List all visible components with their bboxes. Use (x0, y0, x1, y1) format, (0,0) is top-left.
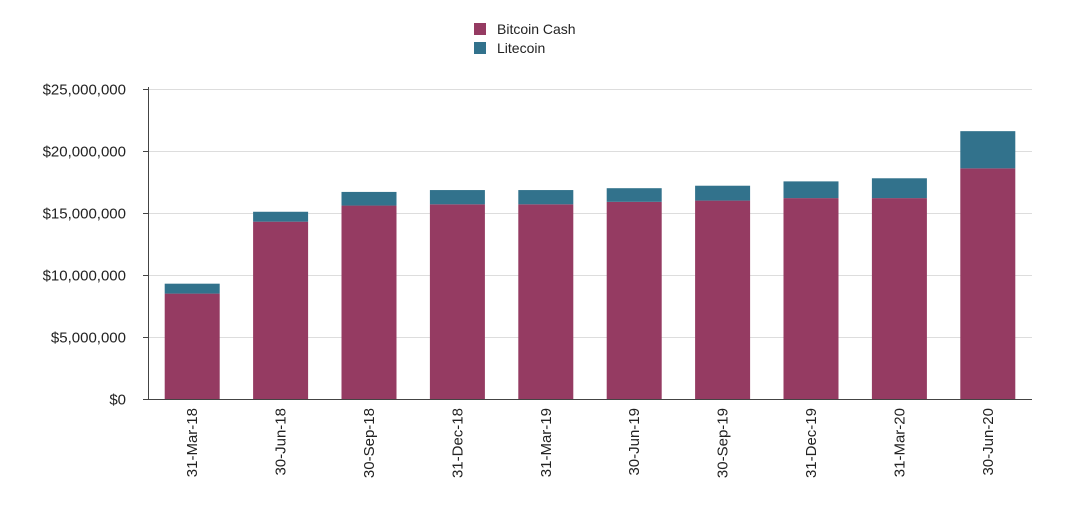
y-tick-label: $10,000,000 (43, 268, 126, 285)
bar-litecoin (341, 191, 397, 206)
y-tick-label: $25,000,000 (43, 82, 126, 99)
bar-litecoin (253, 211, 309, 222)
bar-bitcoin-cash (429, 204, 485, 399)
x-tick-label: 31-Mar-18 (184, 408, 201, 477)
bar-bitcoin-cash (960, 168, 1016, 399)
x-tick-label: 30-Jun-18 (273, 408, 290, 476)
x-tick-label: 30-Jun-19 (626, 408, 643, 476)
bars (164, 131, 1016, 399)
legend: Bitcoin Cash Litecoin (474, 21, 576, 56)
axes (143, 87, 1032, 400)
x-tick-label: 30-Sep-18 (361, 408, 378, 478)
y-tick-label: $5,000,000 (51, 330, 126, 347)
bar-litecoin (429, 190, 485, 205)
bar-bitcoin-cash (253, 221, 309, 399)
bar-bitcoin-cash (871, 198, 927, 399)
legend-label-bitcoin-cash: Bitcoin Cash (497, 21, 576, 37)
y-tick-label: $20,000,000 (43, 144, 126, 161)
x-tick-label: 31-Dec-18 (449, 408, 466, 478)
legend-label-litecoin: Litecoin (497, 40, 545, 56)
bar-litecoin (518, 190, 574, 205)
y-tick-labels: $0 $5,000,000 $10,000,000 $15,000,000 $20,00… (43, 82, 126, 409)
bar-litecoin (960, 131, 1016, 169)
bar-bitcoin-cash (606, 201, 662, 399)
bar-bitcoin-cash (695, 200, 751, 399)
x-tick-label: 31-Dec-19 (803, 408, 820, 478)
legend-swatch-litecoin (474, 42, 486, 54)
bar-bitcoin-cash (783, 198, 839, 399)
bar-litecoin (695, 185, 751, 201)
x-tick-label: 30-Sep-19 (715, 408, 732, 478)
y-tick-label: $15,000,000 (43, 206, 126, 223)
bar-litecoin (606, 188, 662, 202)
bar-bitcoin-cash (341, 205, 397, 399)
x-tick-label: 31-Mar-19 (538, 408, 555, 477)
bar-litecoin (871, 178, 927, 199)
x-tick-label: 31-Mar-20 (891, 408, 908, 477)
legend-swatch-bitcoin-cash (474, 23, 486, 35)
bar-litecoin (783, 181, 839, 199)
bar-litecoin (164, 283, 220, 294)
y-tick-label: $0 (109, 392, 126, 409)
bar-bitcoin-cash (518, 204, 574, 399)
x-tick-labels: 31-Mar-18 30-Jun-18 30-Sep-18 31-Dec-18 31-M… (184, 408, 997, 478)
x-tick-label: 30-Jun-20 (980, 408, 997, 476)
bar-bitcoin-cash (164, 293, 220, 399)
